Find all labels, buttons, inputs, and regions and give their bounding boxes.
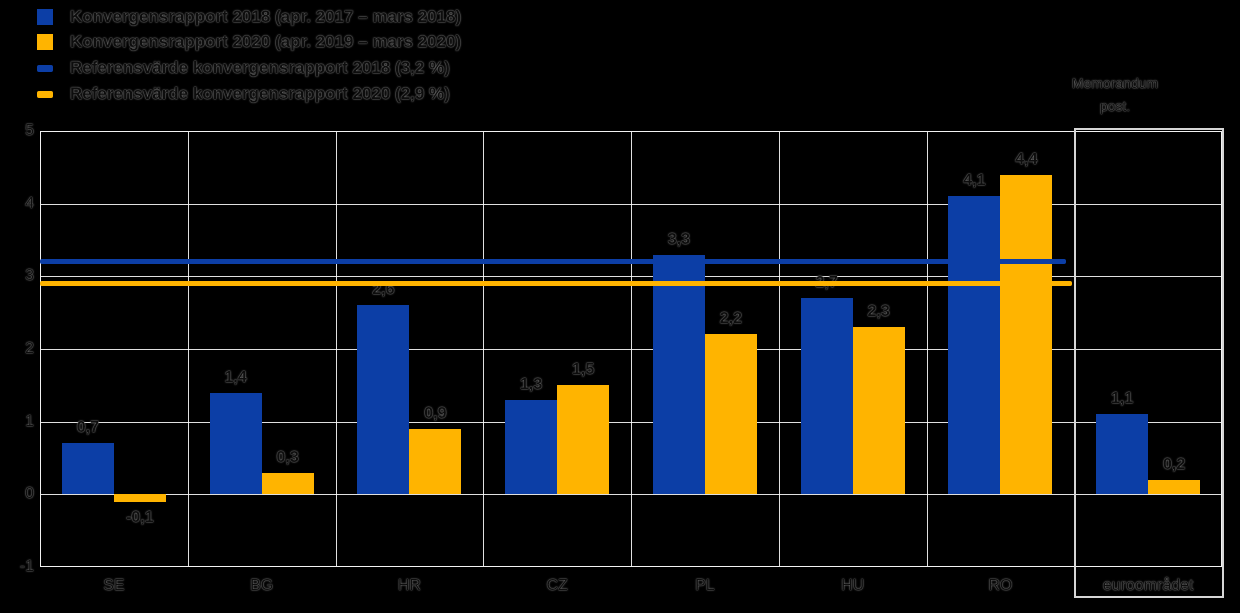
bar-kr2020-BG bbox=[261, 472, 314, 495]
legend-line-swatch-icon bbox=[37, 90, 53, 98]
legend-label: Konvergensrapport 2020 (apr. 2019 – mars… bbox=[70, 32, 462, 51]
bar-kr2018-SE bbox=[61, 443, 114, 495]
reference-line-ref2020 bbox=[40, 281, 1072, 287]
bar-kr2018-euroområdet bbox=[1096, 414, 1149, 495]
bar-kr2018-PL bbox=[652, 254, 705, 495]
bar-label-kr2020-HR: 0,9 bbox=[424, 404, 447, 422]
memo-title-line2: post. bbox=[1099, 98, 1131, 114]
x-axis-label-HU: HU bbox=[841, 577, 865, 594]
legend-label: Konvergensrapport 2018 (apr. 2017 – mars… bbox=[70, 7, 462, 26]
gridline-x-3 bbox=[483, 131, 485, 567]
y-tick-0: 0 bbox=[25, 485, 34, 503]
bar-kr2020-PL bbox=[704, 334, 757, 495]
bar-label-kr2020-HU: 2,3 bbox=[867, 303, 890, 321]
bar-label-kr2020-BG: 0,3 bbox=[276, 448, 299, 466]
bar-label-kr2018-RO: 4,1 bbox=[963, 172, 986, 190]
y-tick-3: 3 bbox=[25, 267, 34, 285]
bar-kr2018-HU bbox=[800, 298, 853, 495]
bar-kr2018-HR bbox=[357, 305, 410, 495]
memo-box bbox=[1074, 128, 1224, 598]
bar-kr2020-RO bbox=[1000, 174, 1053, 495]
bar-label-kr2020-CZ: 1,5 bbox=[572, 361, 595, 379]
x-axis-label-PL: PL bbox=[695, 577, 715, 594]
bar-label-kr2020-SE: -0,1 bbox=[126, 508, 154, 526]
memo-title-line1: Memorandum bbox=[1071, 75, 1159, 91]
y-tick--1: -1 bbox=[19, 558, 34, 575]
x-axis-label-HR: HR bbox=[397, 577, 421, 594]
bar-label-kr2018-CZ: 1,3 bbox=[520, 375, 543, 393]
y-tick-1: 1 bbox=[25, 412, 34, 430]
y-tick-5: 5 bbox=[25, 122, 34, 139]
gridline-x-4 bbox=[631, 131, 632, 567]
gridline-x-5 bbox=[778, 131, 780, 567]
reference-line-ref2018 bbox=[40, 259, 1066, 265]
memo-title: Memorandum post. bbox=[1052, 72, 1178, 118]
plot-border bbox=[40, 131, 1222, 567]
bar-label-kr2018-euroområdet: 1,1 bbox=[1111, 390, 1134, 408]
y-tick-4: 4 bbox=[25, 194, 34, 212]
bar-kr2018-BG bbox=[209, 392, 262, 495]
bar-label-kr2020-RO: 4,4 bbox=[1015, 150, 1038, 168]
bar-label-kr2020-euroområdet: 0,2 bbox=[1163, 455, 1186, 473]
legend-line-swatch-icon bbox=[37, 64, 53, 72]
bar-kr2020-HU bbox=[852, 327, 905, 495]
bar-kr2020-SE bbox=[113, 494, 166, 502]
bar-label-kr2020-PL: 2,2 bbox=[719, 310, 742, 328]
bar-kr2018-RO bbox=[948, 196, 1001, 495]
legend-item-reference-2020: Referensvärde konvergensrapport 2020 (2,… bbox=[37, 84, 450, 103]
x-axis-label-CZ: CZ bbox=[546, 577, 568, 594]
y-tick-2: 2 bbox=[25, 340, 34, 357]
legend-square-swatch-icon bbox=[37, 34, 53, 50]
bar-kr2020-CZ bbox=[557, 385, 610, 495]
bar-label-kr2018-BG: 1,4 bbox=[224, 368, 247, 386]
legend-item-series-2020: Konvergensrapport 2020 (apr. 2019 – mars… bbox=[37, 32, 462, 51]
legend-item-series-2018: Konvergensrapport 2018 (apr. 2017 – mars… bbox=[37, 7, 462, 26]
gridline-x-1 bbox=[187, 131, 189, 567]
x-axis-label-RO: RO bbox=[988, 577, 1013, 594]
legend-item-reference-2018: Referensvärde konvergensrapport 2018 (3,… bbox=[37, 58, 450, 77]
bar-kr2020-HR bbox=[409, 428, 462, 495]
x-axis-label-BG: BG bbox=[250, 577, 274, 594]
gridline-x-2 bbox=[335, 131, 337, 567]
bar-kr2020-euroområdet bbox=[1148, 479, 1201, 495]
x-axis-label-SE: SE bbox=[103, 577, 125, 594]
bar-kr2018-CZ bbox=[505, 399, 558, 495]
legend-label: Referensvärde konvergensrapport 2020 (2,… bbox=[70, 84, 450, 103]
bar-label-kr2018-PL: 3,3 bbox=[667, 230, 690, 248]
legend-square-swatch-icon bbox=[37, 9, 53, 25]
legend-label: Referensvärde konvergensrapport 2018 (3,… bbox=[70, 58, 450, 77]
x-axis-label-euroområdet: euroområdet bbox=[1102, 577, 1194, 594]
bar-label-kr2018-SE: 0,7 bbox=[76, 419, 99, 437]
gridline-x-6 bbox=[926, 131, 928, 567]
